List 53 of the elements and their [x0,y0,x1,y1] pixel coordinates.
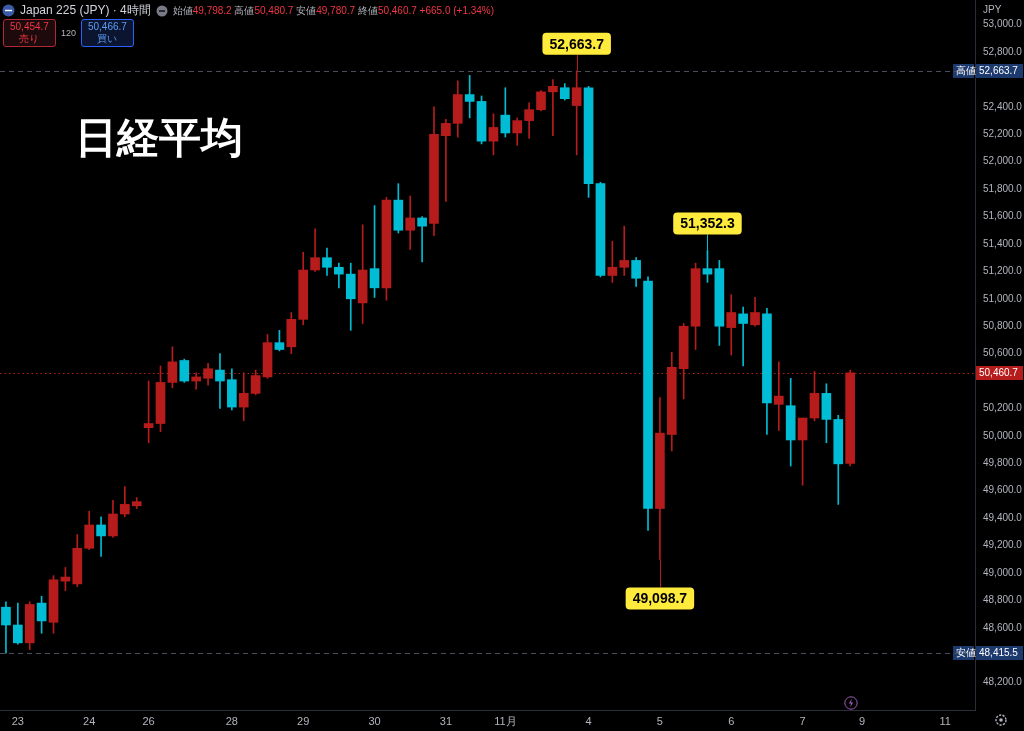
y-tick-label: 49,000.0 [983,566,1023,578]
annotation: 50,466.7 [87,21,127,33]
x-tick-label: 11 [939,714,951,727]
x-tick-label: 26 [142,714,155,727]
annotation: 始値49,798.2 高値50,480.7 安値49,780.7 終値50,460.7 +665.0 (+1.34%) [172,4,495,16]
y-tick-label: 49,800.0 [983,457,1023,469]
x-tick-label: 6 [728,714,735,727]
y-tick-label: 51,200.0 [983,265,1023,277]
y-tick-label: 49,200.0 [983,539,1023,551]
sell-button: 50,454.7 売り [3,19,56,47]
x-tick-label: 9 [858,714,866,727]
y-tick-label: 49,400.0 [983,511,1023,523]
annotation: 120 [60,28,76,38]
y-tick-label: 52,800.0 [983,45,1023,57]
y-tick-label: 51,400.0 [983,237,1023,249]
ref-line-label: 高値 52,663.7 [956,65,1019,77]
text: 49,098.7 [632,590,688,607]
y-tick-label: 51,000.0 [983,292,1023,304]
annotation: 買い [96,33,119,45]
y-tick-label: 49,600.0 [983,484,1023,496]
x-tick-label: 31 [439,714,453,727]
x-tick-label: 11月 [494,714,517,727]
y-axis-title: JPY [983,3,1002,15]
y-tick-label: 50,200.0 [983,402,1023,414]
ref-line-label: 50,460.7 [979,367,1019,379]
y-tick-label: 50,800.0 [983,319,1023,331]
y-tick-label: 52,200.0 [983,128,1023,140]
x-tick-label: 24 [83,714,96,727]
x-tick-label: 29 [297,714,310,727]
x-tick-label: 4 [585,714,592,727]
x-tick-label: 28 [225,714,238,727]
y-tick-label: 51,800.0 [983,182,1023,194]
y-tick-label: 52,400.0 [983,100,1023,112]
text: 51,352.3 [680,215,735,232]
ref-line-label: 安値 48,415.5 [956,647,1019,659]
y-tick-label: 51,600.0 [983,210,1023,222]
x-tick-label: 23 [11,714,24,727]
annotation: 50,454.7 [10,21,49,33]
x-tick-label: 30 [368,714,381,727]
chart-subtitle: Japan 225 (JPY) · 4時間 [20,2,151,19]
buy-button: 50,466.7 買い [80,19,134,47]
x-tick-label: 5 [656,714,663,727]
annotation: 売り [18,33,41,45]
y-tick-label: 48,200.0 [983,676,1023,688]
y-tick-label: 50,000.0 [983,429,1023,441]
y-tick-label: 48,600.0 [983,621,1023,633]
y-tick-label: 53,000.0 [983,18,1023,30]
y-tick-label: 50,600.0 [983,347,1023,359]
text: 52,663.7 [549,35,604,52]
y-tick-label: 52,000.0 [983,155,1023,167]
y-tick-label: 48,800.0 [983,594,1023,606]
x-tick-label: 7 [799,714,806,727]
text: 日経平均 [75,113,243,161]
